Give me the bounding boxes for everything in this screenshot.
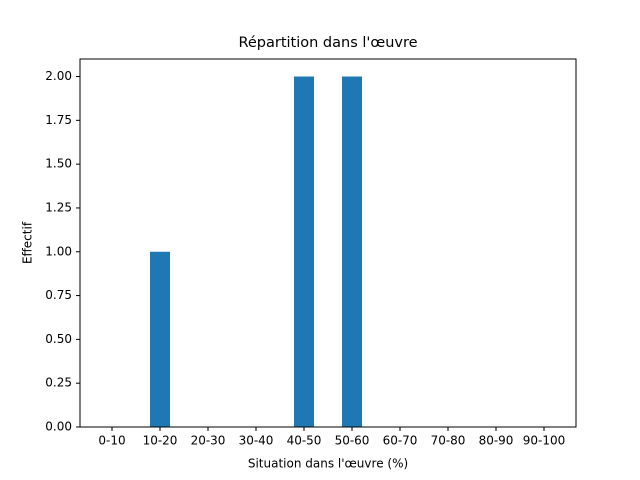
y-tick-label: 0.00	[45, 420, 72, 434]
y-tick-label: 0.50	[45, 332, 72, 346]
y-tick-label: 0.25	[45, 376, 72, 390]
chart-title: Répartition dans l'œuvre	[238, 35, 417, 51]
y-tick-label: 1.50	[45, 157, 72, 171]
x-tick-label: 0-10	[98, 434, 125, 448]
x-tick-label: 90-100	[523, 434, 566, 448]
y-tick-label: 1.75	[45, 113, 72, 127]
y-tick-label: 1.00	[45, 244, 72, 258]
y-tick-label: 2.00	[45, 69, 72, 83]
bar	[342, 76, 362, 428]
y-tick-label: 1.25	[45, 200, 72, 214]
x-tick-label: 30-40	[239, 434, 274, 448]
y-axis-label: Effectif	[21, 221, 35, 264]
x-tick-label: 10-20	[143, 434, 178, 448]
x-tick-label: 70-80	[431, 434, 466, 448]
x-tick-label: 80-90	[479, 434, 514, 448]
y-tick-label: 0.75	[45, 288, 72, 302]
bar	[150, 251, 170, 427]
x-tick-label: 50-60	[335, 434, 370, 448]
x-tick-label: 60-70	[383, 434, 418, 448]
x-tick-label: 40-50	[287, 434, 322, 448]
x-axis-label: Situation dans l'œuvre (%)	[248, 457, 408, 471]
x-tick-label: 20-30	[191, 434, 226, 448]
plot-frame	[79, 58, 577, 428]
bar	[294, 76, 314, 428]
